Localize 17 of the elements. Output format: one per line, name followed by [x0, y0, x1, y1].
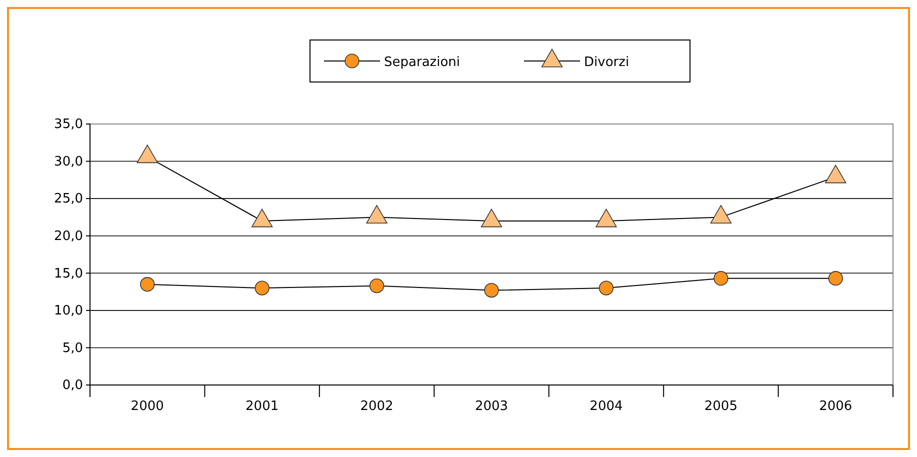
x-tick-label: 2005	[704, 399, 738, 414]
x-tick-label: 2001	[246, 399, 279, 414]
y-tick-label: 25,0	[54, 192, 83, 207]
legend-label: Separazioni	[384, 55, 460, 70]
x-tick-label: 2003	[474, 399, 508, 414]
y-tick-label: 15,0	[54, 266, 83, 282]
x-tick-label: 2000	[130, 399, 164, 414]
y-tick-label: 10,0	[54, 304, 83, 319]
x-tick-label: 2004	[590, 399, 623, 414]
y-tick-label: 35,0	[54, 117, 83, 132]
y-tick-label: 30,0	[54, 154, 83, 170]
y-tick-label: 0,0	[62, 378, 83, 394]
x-tick-label: 2002	[360, 399, 394, 414]
legend-label: Divorzi	[584, 55, 630, 70]
x-tick-label: 2006	[819, 399, 852, 414]
y-tick-label: 5,0	[62, 340, 83, 356]
y-tick-label: 20,0	[54, 229, 83, 244]
